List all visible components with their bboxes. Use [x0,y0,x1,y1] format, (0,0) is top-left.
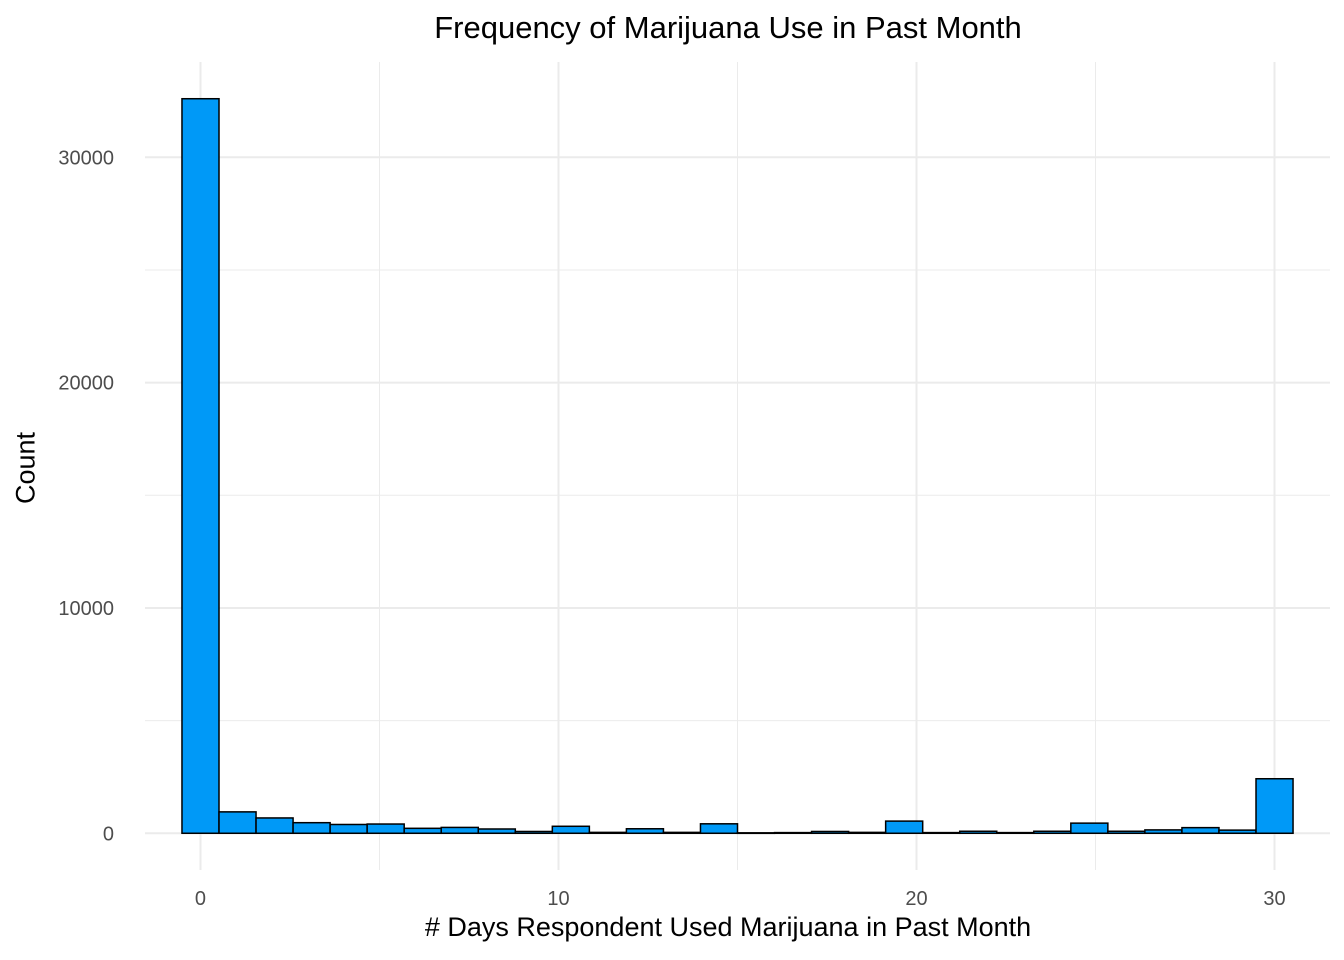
histogram-bar [1070,822,1109,835]
histogram-bar [996,831,1035,835]
histogram-bar [181,97,220,835]
x-tick-label: 20 [905,888,927,910]
tick-labels: 0 10 20 30 0 10000 20000 30000 [58,147,1285,910]
histogram-bar [773,831,813,835]
histogram-bar [921,831,961,835]
histogram-bar [1107,830,1146,835]
histogram-bar [625,828,665,835]
histogram-bar [551,825,591,835]
histogram-bar [292,821,331,835]
histogram-bar [255,817,294,835]
histogram-bar [958,830,998,835]
histogram-bar [810,830,850,835]
x-tick-label: 30 [1263,888,1285,910]
histogram-bar [440,826,480,835]
histogram-bar [218,811,257,835]
histogram-bar [736,832,776,835]
grid-lines [145,62,1330,870]
x-tick-label: 0 [195,888,206,910]
histogram-bar [329,823,368,835]
histogram-bar [699,823,739,835]
histogram-bar [1181,826,1220,835]
histogram-bar [662,831,702,835]
y-tick-label: 10000 [58,598,114,620]
histogram-bar [884,820,924,835]
y-tick-label: 0 [103,823,114,845]
histogram-bar [1218,829,1257,835]
histogram-bar [847,831,887,835]
histogram-bar [403,827,442,835]
histogram-bars [181,97,1294,835]
histogram-bar [1144,829,1183,835]
y-tick-label: 20000 [58,373,114,395]
histogram-bar [1255,777,1294,835]
y-tick-label: 30000 [58,147,114,169]
x-axis-label: # Days Respondent Used Marijuana in Past… [424,912,1032,942]
chart-title: Frequency of Marijuana Use in Past Month [434,10,1022,45]
histogram-bar [588,831,628,835]
histogram-bar [477,828,517,835]
histogram-bar [366,823,405,835]
histogram-bar [514,830,554,835]
histogram-bar [1033,830,1072,835]
x-tick-label: 10 [547,888,569,910]
